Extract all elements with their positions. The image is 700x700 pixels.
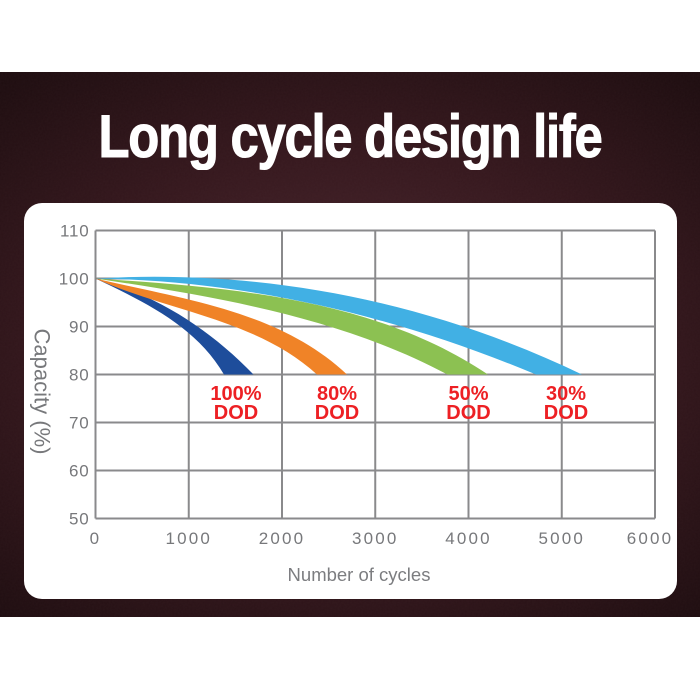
svg-text:0: 0 (90, 529, 102, 548)
svg-text:DOD: DOD (446, 402, 490, 424)
svg-text:80%: 80% (317, 383, 357, 405)
svg-text:4000: 4000 (445, 529, 492, 548)
svg-text:30%: 30% (546, 383, 586, 405)
svg-text:5000: 5000 (538, 529, 585, 548)
svg-text:70: 70 (69, 414, 90, 433)
svg-text:1000: 1000 (165, 529, 212, 548)
svg-text:Number of cycles: Number of cycles (288, 564, 431, 585)
svg-text:110: 110 (60, 222, 90, 241)
svg-text:3000: 3000 (352, 529, 399, 548)
svg-text:6000: 6000 (627, 529, 674, 548)
svg-text:DOD: DOD (315, 402, 359, 424)
svg-text:100%: 100% (210, 383, 261, 405)
svg-text:50: 50 (69, 510, 90, 529)
svg-text:2000: 2000 (259, 529, 306, 548)
svg-text:DOD: DOD (544, 402, 588, 424)
svg-text:100: 100 (59, 270, 90, 289)
svg-text:Capacity (%): Capacity (%) (30, 329, 55, 455)
svg-text:50%: 50% (448, 383, 488, 405)
svg-text:60: 60 (69, 462, 90, 481)
svg-text:DOD: DOD (214, 402, 258, 424)
svg-text:80: 80 (69, 366, 90, 385)
svg-text:90: 90 (69, 318, 90, 337)
